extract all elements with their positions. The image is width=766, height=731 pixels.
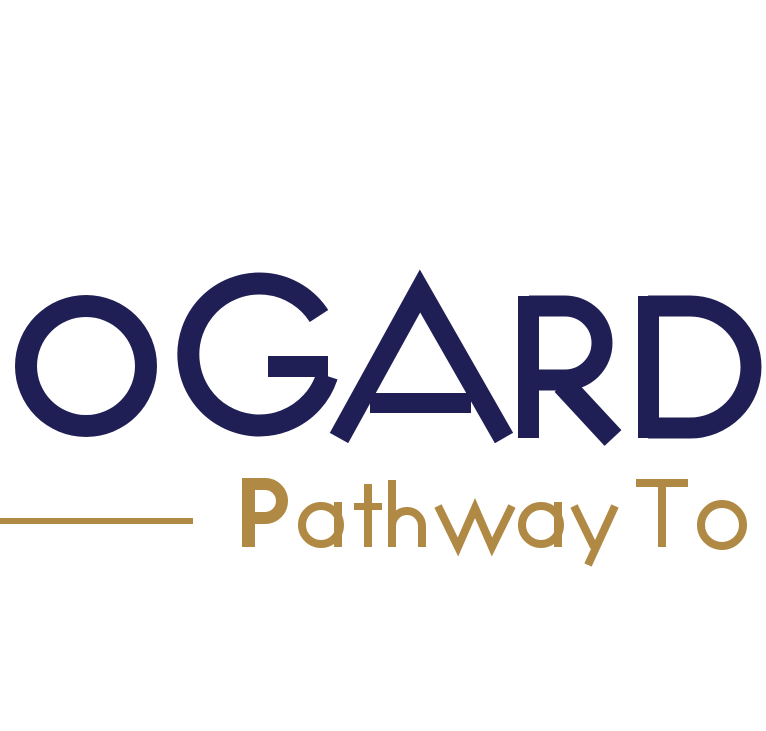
tagline-letter-p: [242, 478, 288, 547]
tagline-letter-h: [388, 480, 426, 547]
tagline-letter-o: [696, 500, 747, 550]
wordmark-letter-g: [177, 272, 338, 437]
tagline-letter-w: [434, 497, 516, 557]
tagline: [242, 478, 747, 567]
tagline-letter-a: [297, 502, 344, 548]
wordmark-letter-d: [638, 295, 762, 439]
wordmark: [14, 269, 762, 446]
tagline-letter-t: [354, 484, 382, 547]
wordmark-letter-o: [14, 294, 157, 438]
tagline-letter-t-capital: [636, 479, 688, 547]
tagline-letter-a-2: [517, 502, 564, 548]
wordmark-letter-r: [518, 295, 622, 446]
wordmark-letter-a: [329, 269, 514, 444]
tagline-letter-y: [570, 504, 619, 567]
accent-rule: [0, 518, 193, 524]
